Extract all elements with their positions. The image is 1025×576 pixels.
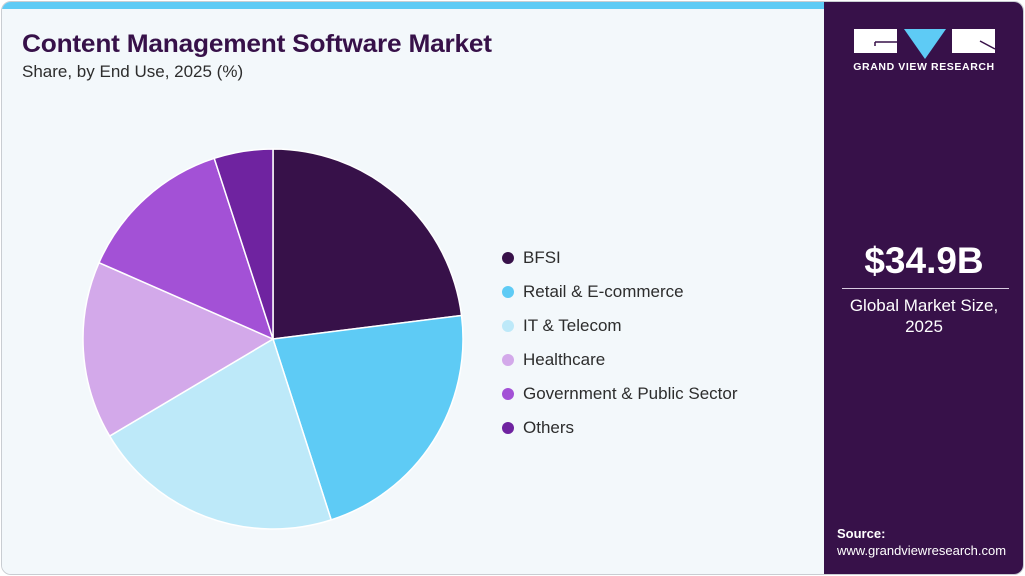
legend-label: Healthcare [523, 350, 606, 369]
accent-bar [2, 2, 824, 9]
chart-title: Content Management Software Market [22, 30, 492, 58]
legend-item-it-telecom: IT & Telecom [500, 309, 737, 343]
legend-item-others: Others [500, 411, 737, 445]
pie-slice-it-telecom [108, 338, 332, 530]
market-size-label: Global Market Size, 2025 [824, 295, 1023, 337]
market-size-label-line1: Global Market Size, [849, 296, 999, 315]
grand-view-research-logo-icon [854, 29, 996, 59]
legend-label: IT & Telecom [523, 316, 622, 335]
legend-dot-icon [502, 422, 514, 434]
legend-label: Retail & E-commerce [523, 282, 684, 301]
legend-label: Government & Public Sector [523, 384, 738, 403]
pie-slice-bfsi [272, 148, 463, 340]
divider [842, 288, 1009, 289]
brand-name: GRAND VIEW RESEARCH [853, 61, 995, 73]
legend-item-healthcare: Healthcare [500, 343, 737, 377]
chart-area: Content Management Software Market Share… [2, 9, 824, 574]
legend-dot-icon [502, 252, 514, 264]
pie-slice-others [213, 148, 274, 340]
sidebar: GRAND VIEW RESEARCH $34.9B Global Market… [824, 2, 1023, 574]
source-label: Source: [837, 526, 886, 541]
legend-item-bfsi: BFSI [500, 241, 737, 275]
market-size-value: $34.9B [864, 240, 984, 281]
source-url[interactable]: www.grandviewresearch.com [837, 543, 1007, 558]
legend-dot-icon [502, 320, 514, 332]
pie-slice-retail-e-commerce [272, 314, 464, 521]
pie-slice-healthcare [82, 261, 274, 437]
legend-item-government: Government & Public Sector [500, 377, 737, 411]
chart-legend: BFSI Retail & E-commerce IT & Telecom He… [500, 241, 737, 445]
pie-slice-government-public-sector [98, 157, 274, 340]
pie-chart [82, 148, 464, 530]
legend-label: BFSI [523, 248, 561, 267]
chart-subtitle: Share, by End Use, 2025 (%) [22, 62, 244, 81]
legend-label: Others [523, 418, 575, 437]
legend-item-retail-ecommerce: Retail & E-commerce [500, 275, 737, 309]
market-size-label-line2: 2025 [905, 317, 943, 336]
legend-dot-icon [502, 388, 514, 400]
legend-dot-icon [502, 354, 514, 366]
legend-dot-icon [502, 286, 514, 298]
